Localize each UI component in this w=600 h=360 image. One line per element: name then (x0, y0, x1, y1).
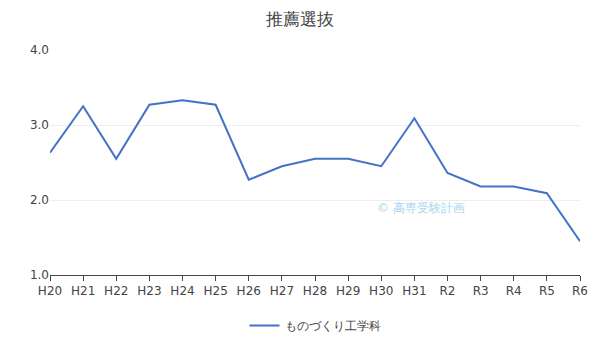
svg-text:H27: H27 (270, 284, 294, 298)
svg-text:1.0: 1.0 (30, 268, 49, 282)
svg-text:4.0: 4.0 (30, 43, 49, 57)
svg-text:3.0: 3.0 (30, 118, 49, 132)
svg-text:H26: H26 (237, 284, 261, 298)
svg-text:2.0: 2.0 (30, 193, 49, 207)
svg-text:R6: R6 (572, 284, 588, 298)
svg-text:H22: H22 (104, 284, 128, 298)
svg-text:H23: H23 (137, 284, 161, 298)
svg-text:H25: H25 (203, 284, 227, 298)
svg-text:H21: H21 (71, 284, 95, 298)
svg-text:R5: R5 (539, 284, 555, 298)
svg-text:H30: H30 (369, 284, 393, 298)
svg-text:推薦選抜: 推薦選抜 (266, 9, 334, 29)
svg-text:H24: H24 (170, 284, 194, 298)
svg-text:R4: R4 (506, 284, 522, 298)
svg-text:H28: H28 (303, 284, 327, 298)
svg-text:H20: H20 (38, 284, 62, 298)
svg-text:R3: R3 (473, 284, 489, 298)
svg-text:H29: H29 (336, 284, 360, 298)
svg-text:© 高専受験計画: © 高専受験計画 (377, 201, 465, 215)
svg-text:H31: H31 (402, 284, 426, 298)
svg-text:R2: R2 (440, 284, 456, 298)
svg-text:ものづくり工学科: ものづくり工学科 (285, 319, 381, 333)
